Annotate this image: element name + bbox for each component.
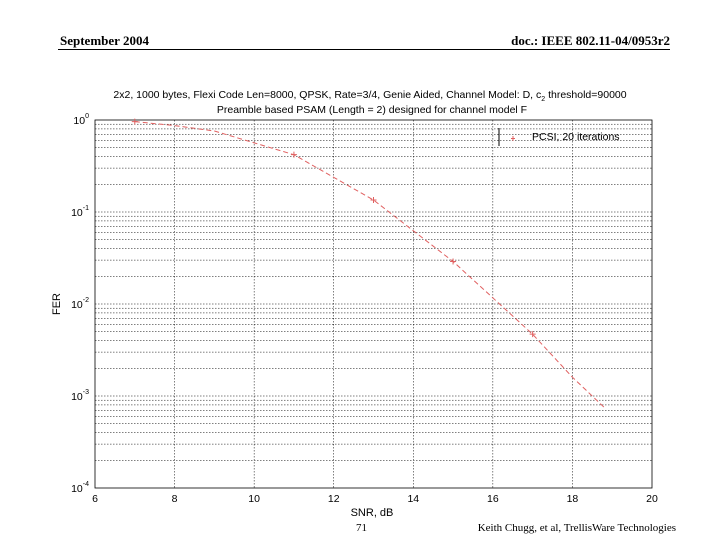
x-tick-label: 6 [92,493,98,505]
data-point [370,197,377,204]
chart-title-line1: 2x2, 1000 bytes, Flexi Code Len=8000, QP… [113,89,626,103]
y-axis-label: FER [51,293,63,315]
x-tick-label: 12 [328,493,340,505]
y-tick-label: 10-1 [71,205,89,219]
chart-title-main: 2x2, 1000 bytes, Flexi Code Len=8000, QP… [113,89,541,101]
legend-marker [511,136,515,141]
header-rule [58,49,670,50]
y-tick-label: 10-3 [71,389,89,403]
x-tick-label: 8 [172,493,178,505]
x-tick-label: 10 [248,493,260,505]
chart-title-tail: threshold=90000 [545,89,627,101]
x-tick-label: 20 [646,493,658,505]
data-point [290,151,297,158]
data-point [529,331,536,338]
series-layer [131,118,605,408]
slide-number: 71 [356,522,367,534]
x-tick-label: 18 [567,493,579,505]
data-point [131,118,138,125]
header-doc-id: doc.: IEEE 802.11-04/0953r2 [511,33,670,48]
chart-title-subscript: 2 [541,96,545,103]
x-axis-label: SNR, dB [351,507,394,519]
x-tick-label: 14 [407,493,419,505]
header-date: September 2004 [60,33,149,48]
legend: PCSI, 20 iterations [498,128,620,146]
y-tick-label: 10-4 [71,481,89,495]
data-point [450,258,457,265]
plot-frame [94,119,653,489]
grid-layer [95,120,652,488]
y-tick-label: 100 [73,113,89,127]
y-tick-label: 10-2 [71,297,89,311]
chart-title-line2: Preamble based PSAM (Length = 2) designe… [217,104,527,116]
author-footer: Keith Chugg, et al, TrellisWare Technolo… [477,522,676,534]
series-line [134,121,605,408]
legend-entry-label: PCSI, 20 iterations [532,131,620,143]
tick-layer: 6 8 10 12 14 16 18 20 100 10-1 10-2 10-3 10-4 [71,113,658,505]
x-tick-label: 16 [487,493,499,505]
